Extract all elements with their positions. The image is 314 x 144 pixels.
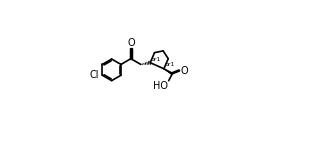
- Text: O: O: [180, 66, 188, 76]
- Text: Cl: Cl: [89, 70, 99, 80]
- Text: or1: or1: [165, 62, 175, 67]
- Text: O: O: [128, 38, 135, 48]
- Text: or1: or1: [151, 57, 161, 62]
- Text: HO: HO: [153, 82, 168, 91]
- Polygon shape: [164, 69, 173, 75]
